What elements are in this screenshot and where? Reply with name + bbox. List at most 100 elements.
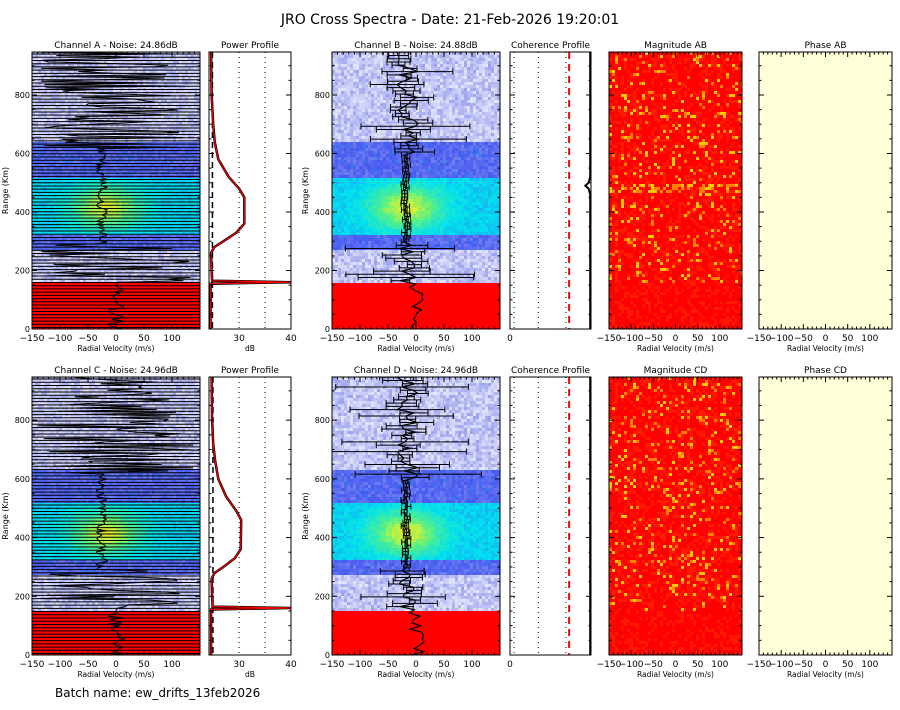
panel-title: Channel B - Noise: 24.88dB xyxy=(354,41,477,51)
panel-title: Channel A - Noise: 24.86dB xyxy=(54,41,177,51)
y-tick-label: 800 xyxy=(315,416,330,425)
powA-panel: Power Profile 30 40 dB xyxy=(208,41,297,353)
plot-frame xyxy=(208,376,292,656)
x-tick-label: 30 xyxy=(233,660,245,670)
x-axis-label: dB xyxy=(245,344,255,353)
y-tick-label: 0 xyxy=(25,325,30,334)
x-tick-label: −100 xyxy=(348,660,373,670)
x-tick-label: 50 xyxy=(842,660,854,670)
power-profile-line xyxy=(210,377,291,655)
x-tick-label: −50 xyxy=(79,660,98,670)
x-tick-label: 100 xyxy=(163,660,180,670)
x-tick-label: −50 xyxy=(644,660,663,670)
doppler-velocity-line xyxy=(37,377,194,655)
x-tick-label: 100 xyxy=(711,660,728,670)
magAB-heatmap xyxy=(609,52,742,329)
x-tick-label: −150 xyxy=(20,334,45,344)
specA-panel: Channel A - Noise: 24.86dB −150 −100 −50 0 50… xyxy=(1,41,201,353)
x-tick-label: −150 xyxy=(20,660,45,670)
x-tick-label: −150 xyxy=(597,334,622,344)
x-tick-label: 100 xyxy=(711,334,728,344)
x-axis-label: Radial Velocity (m/s) xyxy=(378,344,455,353)
x-tick-label: 0 xyxy=(507,334,513,344)
y-tick-label: 400 xyxy=(15,534,30,543)
plot-frame xyxy=(608,376,743,656)
y-tick-label: 0 xyxy=(325,325,330,334)
power-profile-shadow xyxy=(209,377,291,655)
x-tick-label: −50 xyxy=(794,660,813,670)
x-axis-label: Radial Velocity (m/s) xyxy=(78,344,155,353)
plot-frame xyxy=(608,51,743,330)
specA-marks xyxy=(32,52,200,329)
y-tick-label: 200 xyxy=(315,592,330,601)
x-tick-label: 0 xyxy=(673,334,679,344)
y-tick-label: 400 xyxy=(315,534,330,543)
y-tick-label: 600 xyxy=(15,475,30,484)
y-tick-label: 200 xyxy=(15,592,30,601)
x-tick-label: −50 xyxy=(79,334,98,344)
x-tick-label: −100 xyxy=(48,334,73,344)
plot-frame xyxy=(758,51,893,330)
power-profile-line xyxy=(210,52,291,329)
phaCD-heatmap xyxy=(759,377,892,655)
coherence-profile-line xyxy=(583,52,591,329)
x-axis-label: Radial Velocity (m/s) xyxy=(637,670,714,679)
x-tick-label: −50 xyxy=(379,660,398,670)
powC-marks xyxy=(209,377,291,655)
y-tick-label: 600 xyxy=(15,149,30,158)
x-tick-label: 50 xyxy=(138,334,150,344)
x-tick-label: 0 xyxy=(113,660,119,670)
x-tick-label: 50 xyxy=(842,334,854,344)
cohCD-panel: Coherence Profile 0 xyxy=(507,366,592,670)
x-tick-label: 100 xyxy=(463,660,480,670)
doppler-velocity-line xyxy=(39,52,191,329)
y-tick-label: 800 xyxy=(315,91,330,100)
doppler-velocity-line xyxy=(395,377,426,655)
y-tick-label: 400 xyxy=(315,208,330,217)
x-tick-label: −100 xyxy=(348,334,373,344)
x-tick-label: 50 xyxy=(692,660,704,670)
specB-panel: Channel B - Noise: 24.88dB −150 −100 −50 0 50… xyxy=(301,41,501,353)
x-tick-label: 50 xyxy=(138,660,150,670)
y-tick-label: 200 xyxy=(15,266,30,275)
x-tick-label: −100 xyxy=(769,660,794,670)
y-tick-label: 800 xyxy=(15,416,30,425)
doppler-velocity-line xyxy=(396,52,424,329)
x-tick-label: −50 xyxy=(379,334,398,344)
x-axis-label: Radial Velocity (m/s) xyxy=(378,670,455,679)
x-tick-label: 50 xyxy=(438,334,450,344)
panel-title: Power Profile xyxy=(221,366,280,376)
cohCD-marks xyxy=(513,377,591,655)
x-tick-label: 50 xyxy=(692,334,704,344)
x-tick-label: 0 xyxy=(413,334,419,344)
figure-title: JRO Cross Spectra - Date: 21-Feb-2026 19… xyxy=(280,12,620,28)
x-axis-label: Radial Velocity (m/s) xyxy=(637,344,714,353)
x-axis-label: Radial Velocity (m/s) xyxy=(787,670,864,679)
x-tick-label: −150 xyxy=(320,660,345,670)
x-tick-label: −150 xyxy=(747,334,772,344)
y-tick-label: 600 xyxy=(315,149,330,158)
x-tick-label: −50 xyxy=(644,334,663,344)
y-tick-label: 200 xyxy=(315,266,330,275)
panel-title: Magnitude CD xyxy=(644,366,708,376)
x-tick-label: −50 xyxy=(794,334,813,344)
specC-marks xyxy=(32,377,200,655)
x-tick-label: −100 xyxy=(619,660,644,670)
specB-marks xyxy=(344,52,476,329)
batch-name: Batch name: ew_drifts_13feb2026 xyxy=(55,686,261,700)
x-tick-label: 40 xyxy=(285,660,297,670)
panel-title: Coherence Profile xyxy=(511,366,591,376)
plot-frame xyxy=(758,376,893,656)
panel-title: Phase AB xyxy=(804,41,846,51)
x-tick-label: −150 xyxy=(320,334,345,344)
x-tick-label: −100 xyxy=(619,334,644,344)
y-tick-label: 400 xyxy=(15,208,30,217)
x-tick-label: 30 xyxy=(233,334,245,344)
cohAB-panel: Coherence Profile 0 xyxy=(507,41,592,344)
